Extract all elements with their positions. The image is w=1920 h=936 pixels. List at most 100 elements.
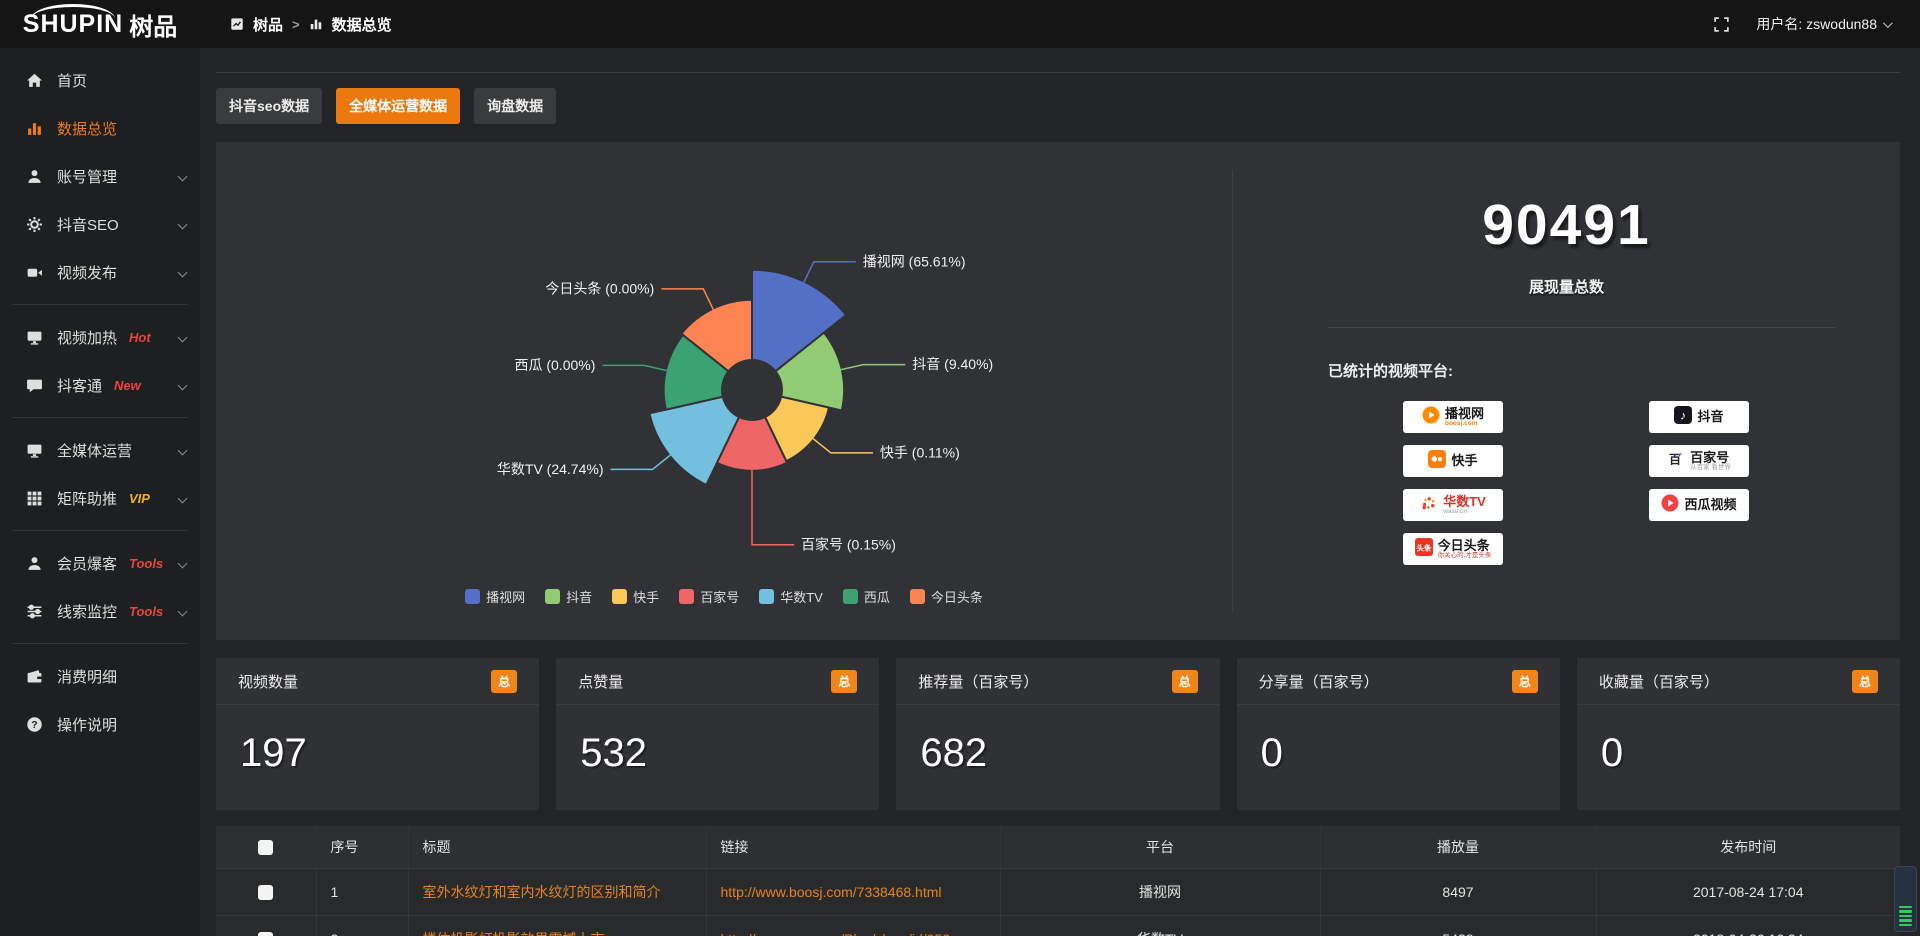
platform-subtext: wasu.cn [1443, 508, 1468, 516]
sidebar-item-person[interactable]: 会员爆客 Tools [0, 539, 200, 587]
legend-item[interactable]: 抖音 [545, 587, 592, 606]
sidebar-item-user[interactable]: 账号管理 [0, 152, 200, 200]
sidebar-item-wallet[interactable]: 消费明细 [0, 652, 200, 700]
pie-label: 播视网 (65.61%) [863, 253, 966, 269]
rose-pie-chart: 播视网 (65.61%) 抖音 (9.40%) 快手 (0.11%) 百家号 (0.1… [497, 253, 993, 552]
bar-chart-icon [26, 120, 43, 137]
sidebar-item-label: 数据总览 [57, 120, 118, 138]
sidebar-item-video[interactable]: 视频发布 [0, 248, 200, 296]
cell-url-link[interactable]: http://www.wasu.cn/Play/show/id/952... [706, 915, 1001, 936]
cell-index: 2 [316, 915, 409, 936]
divider [1328, 327, 1835, 328]
sidebar-item-question[interactable]: ? 操作说明 [0, 700, 200, 748]
question-icon: ? [26, 716, 43, 733]
sidebar-item-label: 视频发布 [57, 264, 118, 282]
bar-chart-icon [309, 17, 323, 31]
sidebar-item-sliders[interactable]: 线索监控 Tools [0, 587, 200, 635]
legend-item[interactable]: 华数TV [759, 587, 823, 606]
pie-label: 今日头条 (0.00%) [545, 280, 654, 296]
col-header: 链接 [706, 826, 1001, 869]
stat-cards-row: 视频数量总 197 点赞量总 532 推荐量（百家号）总 682 分享量（百家号）总 0 收藏量… [216, 658, 1901, 810]
legend-item[interactable]: 今日头条 [909, 587, 983, 606]
tab-button[interactable]: 全媒体运营数据 [336, 88, 461, 124]
stat-card-value: 682 [920, 731, 988, 775]
platform-badge-toutiao: 头条 今日头条 你关心的,才是头条 [1403, 533, 1503, 565]
divider [12, 530, 188, 531]
cell-title-link[interactable]: 楼体投影灯投影效果震撼上市 [408, 915, 707, 936]
legend-label: 今日头条 [930, 590, 983, 605]
platform-grid: 播视网 boosj.com 快手 华数TV wasu.cn 头条 今日头条 你关心的,才是头条… [1403, 401, 1900, 565]
user-menu[interactable]: 用户名: zswodun88 [1756, 14, 1893, 34]
legend-item[interactable]: 播视网 [465, 587, 525, 606]
xigua-logo-icon [1661, 494, 1679, 517]
pie-slice[interactable] [679, 298, 753, 373]
chart-legend: 播视网 抖音 快手 百家号 华数TV 西瓜 今日头条 [216, 587, 1232, 606]
total-badge: 总 [1171, 669, 1198, 693]
pie-slice[interactable] [751, 268, 848, 373]
fullscreen-icon[interactable] [1713, 16, 1730, 33]
sidebar-item-chat[interactable]: 抖客通 New [0, 361, 200, 409]
pie-label-line [610, 454, 671, 471]
sidebar-item-bar-chart[interactable]: 数据总览 [0, 104, 200, 152]
legend-swatch [612, 589, 628, 604]
baijiahao-logo-icon: 百 [1667, 449, 1686, 473]
stat-card-value: 0 [1260, 731, 1283, 775]
legend-item[interactable]: 快手 [612, 587, 659, 606]
gear-icon [26, 216, 43, 233]
sidebar-item-label: 抖音SEO [57, 216, 119, 234]
cell-platform: 华数TV [1000, 915, 1321, 936]
cell-url-link[interactable]: http://www.boosj.com/7338468.html [706, 868, 1001, 916]
platforms-title: 已统计的视频平台: [1328, 363, 1453, 380]
username-label: 用户名: zswodun88 [1756, 16, 1877, 32]
sidebar-item-badge: New [114, 377, 141, 393]
screen-icon [26, 329, 43, 346]
sidebar-item-label: 首页 [57, 72, 88, 90]
row-checkbox[interactable] [258, 931, 274, 936]
stat-card: 收藏量（百家号） 总 0 [1576, 658, 1901, 810]
row-checkbox[interactable] [258, 884, 274, 900]
legend-item[interactable]: 西瓜 [842, 587, 890, 606]
pie-chart-pane: 播视网 (65.61%) 抖音 (9.40%) 快手 (0.11%) 百家号 (0.1… [216, 142, 1232, 640]
svg-text:头条: 头条 [1416, 542, 1432, 552]
pie-label: 抖音 (9.40%) [912, 356, 993, 372]
cell-platform: 播视网 [1000, 868, 1321, 916]
tab-button[interactable]: 抖音seo数据 [216, 88, 323, 124]
select-all-checkbox[interactable] [258, 840, 274, 856]
tab-button[interactable]: 询盘数据 [474, 88, 557, 124]
stat-card-title: 推荐量（百家号） [918, 673, 1039, 691]
pie-slice[interactable] [774, 331, 846, 412]
person-icon [26, 555, 43, 572]
platform-badge-wasu: 华数TV wasu.cn [1403, 489, 1503, 521]
pie-label-line [751, 469, 794, 546]
platform-name: 今日头条 [1437, 537, 1490, 553]
sidebar-item-gear[interactable]: 抖音SEO [0, 200, 200, 248]
sidebar-item-screen[interactable]: 视频加热 Hot [0, 313, 200, 361]
monitor-icon [26, 442, 43, 459]
stat-card-value: 532 [580, 731, 647, 775]
pie-label: 西瓜 (0.00%) [514, 357, 595, 373]
platform-name: 百家号 [1690, 449, 1730, 465]
sidebar-item-grid[interactable]: 矩阵助推 VIP [0, 474, 200, 522]
floating-widget[interactable] [1894, 866, 1917, 932]
pie-label-line [840, 363, 906, 371]
pie-label: 百家号 (0.15%) [801, 536, 896, 552]
total-badge: 总 [1852, 669, 1879, 693]
svg-text:♪: ♪ [1680, 408, 1686, 422]
pie-label: 快手 (0.11%) [880, 444, 960, 460]
legend-label: 播视网 [486, 590, 526, 605]
total-badge: 总 [1511, 669, 1538, 693]
divider [12, 643, 188, 644]
cell-title-link[interactable]: 室外水纹灯和室内水纹灯的区别和简介 [408, 868, 707, 916]
legend-item[interactable]: 百家号 [679, 587, 739, 606]
stat-card-title: 收藏量（百家号） [1598, 673, 1719, 691]
total-impressions-value: 90491 [1482, 193, 1651, 257]
sidebar-item-home[interactable]: 首页 [0, 56, 200, 104]
breadcrumb-root[interactable]: 树品 [253, 16, 284, 34]
sidebar-item-monitor[interactable]: 全媒体运营 [0, 426, 200, 474]
pie-slice[interactable] [662, 333, 730, 411]
videos-table: 序号 标题 链接 平台 播放量 发布时间 1 室外水纹灯和室内水纹灯的区别和简介 http:/… [216, 826, 1900, 936]
table-row: 2楼体投影灯投影效果震撼上市http://www.wasu.cn/Play/sh… [216, 915, 1900, 936]
sidebar-item-label: 全媒体运营 [57, 442, 133, 460]
stat-card: 点赞量 总 532 [556, 658, 880, 810]
pie-slice[interactable] [648, 395, 741, 487]
